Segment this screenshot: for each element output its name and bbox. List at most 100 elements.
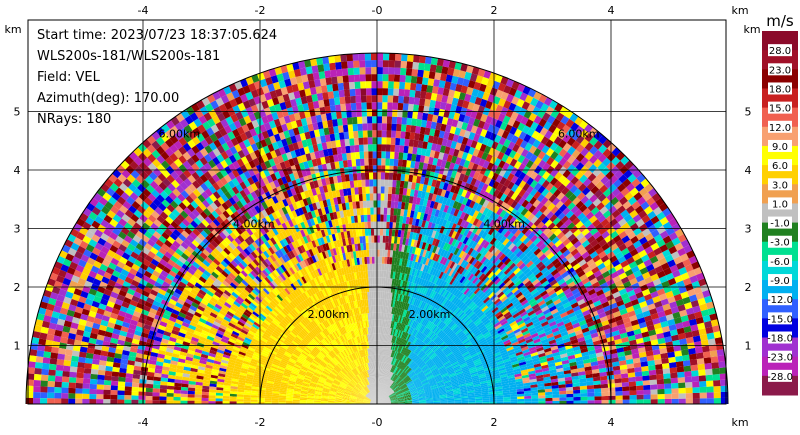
velocity-cell — [368, 235, 372, 243]
velocity-cell — [543, 376, 551, 381]
velocity-cell — [488, 302, 496, 310]
velocity-cell — [407, 369, 413, 376]
velocity-cell — [338, 132, 345, 140]
velocity-cell — [437, 351, 444, 357]
velocity-cell — [377, 400, 384, 404]
velocity-cell — [418, 398, 426, 400]
velocity-cell — [383, 53, 390, 61]
velocity-cell — [520, 287, 529, 295]
velocity-cell — [371, 102, 377, 110]
velocity-cell — [495, 300, 503, 307]
velocity-cell — [558, 267, 567, 276]
velocity-cell — [625, 205, 635, 214]
velocity-cell — [635, 380, 644, 386]
velocity-cell — [570, 368, 579, 374]
velocity-cell — [415, 83, 422, 92]
velocity-cell — [360, 95, 367, 103]
velocity-cell — [587, 303, 595, 310]
velocity-cell — [453, 350, 461, 356]
velocity-cell — [411, 396, 419, 399]
velocity-cell — [412, 111, 418, 119]
velocity-cell — [479, 355, 487, 361]
velocity-cell — [388, 391, 395, 396]
velocity-cell — [677, 304, 686, 312]
velocity-cell — [533, 258, 542, 266]
velocity-cell — [624, 301, 633, 309]
velocity-cell — [454, 339, 462, 345]
velocity-cell — [432, 370, 439, 375]
velocity-cell — [449, 375, 457, 379]
velocity-cell — [460, 396, 468, 399]
velocity-cell — [554, 239, 563, 248]
velocity-cell — [635, 218, 645, 228]
velocity-cell — [486, 323, 494, 330]
velocity-cell — [626, 218, 636, 227]
velocity-cell — [512, 343, 521, 349]
velocity-cell — [568, 332, 577, 338]
velocity-cell — [578, 259, 587, 267]
velocity-cell — [647, 250, 656, 259]
velocity-cell — [469, 335, 476, 342]
velocity-cell — [550, 345, 559, 351]
velocity-cell — [506, 316, 514, 323]
velocity-cell — [472, 380, 480, 384]
velocity-cell — [388, 391, 394, 396]
velocity-cell — [439, 391, 447, 395]
velocity-cell — [565, 347, 574, 354]
velocity-cell — [508, 382, 516, 386]
velocity-cell — [641, 241, 651, 250]
velocity-cell — [462, 368, 470, 373]
velocity-cell — [544, 311, 553, 318]
velocity-cell — [613, 200, 623, 210]
velocity-cell — [373, 291, 376, 299]
velocity-cell — [606, 214, 615, 223]
velocity-cell — [673, 316, 683, 325]
velocity-cell — [470, 353, 478, 358]
velocity-cell — [658, 257, 668, 266]
velocity-cell — [584, 243, 593, 252]
velocity-cell — [531, 392, 539, 396]
velocity-cell — [539, 318, 548, 324]
velocity-cell — [600, 254, 610, 263]
velocity-cell — [617, 255, 627, 264]
velocity-cell — [426, 402, 434, 404]
velocity-cell — [511, 286, 519, 294]
velocity-cell — [585, 317, 594, 324]
velocity-cell — [441, 356, 448, 362]
velocity-cell — [392, 109, 398, 117]
velocity-cell — [499, 371, 507, 376]
velocity-cell — [667, 277, 677, 286]
velocity-cell — [443, 377, 450, 382]
velocity-cell — [663, 373, 671, 379]
velocity-cell — [389, 158, 395, 166]
velocity-cell — [382, 81, 389, 89]
velocity-cell — [664, 336, 673, 343]
velocity-cell — [473, 382, 481, 386]
velocity-cell — [425, 396, 433, 398]
velocity-cell — [551, 282, 560, 290]
velocity-cell — [491, 296, 499, 303]
velocity-cell — [494, 311, 502, 318]
velocity-cell — [631, 348, 639, 355]
velocity-cell — [368, 158, 373, 166]
velocity-cell — [367, 116, 373, 124]
velocity-cell — [554, 361, 563, 367]
velocity-cell — [520, 299, 529, 306]
velocity-cell — [412, 377, 419, 382]
velocity-cell — [383, 401, 391, 403]
velocity-cell — [711, 362, 720, 369]
velocity-cell — [684, 371, 692, 378]
velocity-cell — [637, 317, 646, 324]
velocity-cell — [374, 235, 377, 243]
velocity-cell — [564, 373, 572, 378]
velocity-cell — [334, 54, 341, 63]
velocity-cell — [386, 214, 391, 222]
velocity-cell — [457, 357, 465, 363]
velocity-cell — [477, 369, 485, 374]
velocity-cell — [614, 213, 624, 223]
velocity-cell — [644, 246, 654, 255]
velocity-cell — [471, 354, 479, 360]
velocity-cell — [606, 313, 615, 320]
velocity-cell — [629, 399, 637, 404]
velocity-cell — [397, 395, 404, 399]
